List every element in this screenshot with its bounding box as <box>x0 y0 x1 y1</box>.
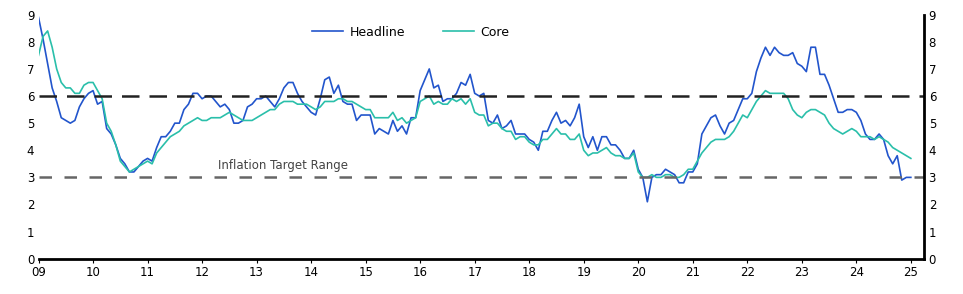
Core <box>578 148 589 152</box>
Core <box>691 159 703 163</box>
Core <box>905 157 917 160</box>
Headline <box>33 16 44 19</box>
Core <box>33 54 44 57</box>
Text: Inflation Target Range: Inflation Target Range <box>219 159 349 172</box>
Core <box>355 105 367 109</box>
Headline <box>382 132 394 136</box>
Core <box>41 29 53 33</box>
Headline <box>641 200 653 203</box>
Headline <box>573 102 585 106</box>
Line: Headline: Headline <box>39 17 911 202</box>
Headline <box>691 162 703 166</box>
Line: Core: Core <box>39 31 911 177</box>
Headline <box>351 119 362 122</box>
Core <box>242 119 253 122</box>
Headline <box>687 170 698 174</box>
Legend: Headline, Core: Headline, Core <box>312 26 509 39</box>
Core <box>637 176 648 179</box>
Headline <box>905 176 917 179</box>
Core <box>387 111 399 114</box>
Core <box>696 151 708 155</box>
Headline <box>237 119 248 122</box>
